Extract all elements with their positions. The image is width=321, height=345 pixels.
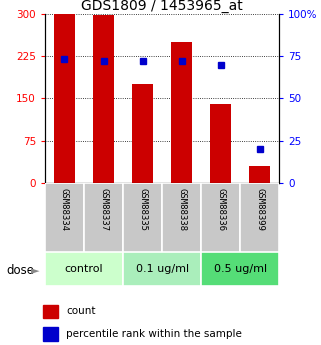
Bar: [45, 252, 123, 286]
Bar: [84, 183, 123, 252]
Bar: [171, 42, 192, 183]
Bar: [201, 183, 240, 252]
Text: dose: dose: [6, 264, 34, 277]
Text: control: control: [65, 264, 103, 274]
Bar: [43, 327, 57, 341]
Bar: [54, 14, 75, 183]
Bar: [93, 16, 114, 183]
Text: GSM88335: GSM88335: [138, 188, 147, 231]
Text: GSM88336: GSM88336: [216, 188, 225, 231]
Text: GSM88338: GSM88338: [177, 188, 186, 231]
Text: percentile rank within the sample: percentile rank within the sample: [66, 329, 242, 339]
Bar: [162, 183, 201, 252]
Bar: [123, 183, 162, 252]
Text: GSM88399: GSM88399: [255, 188, 264, 231]
Bar: [249, 166, 271, 183]
Bar: [45, 183, 84, 252]
Bar: [123, 252, 201, 286]
Bar: [132, 84, 153, 183]
Bar: [43, 305, 57, 318]
Text: ►: ►: [30, 266, 39, 276]
Bar: [240, 183, 279, 252]
Text: 0.1 ug/ml: 0.1 ug/ml: [135, 264, 189, 274]
Text: count: count: [66, 306, 96, 316]
Title: GDS1809 / 1453965_at: GDS1809 / 1453965_at: [81, 0, 243, 13]
Bar: [210, 104, 231, 183]
Bar: [201, 252, 279, 286]
Text: 0.5 ug/ml: 0.5 ug/ml: [214, 264, 267, 274]
Text: GSM88337: GSM88337: [99, 188, 108, 231]
Text: GSM88334: GSM88334: [60, 188, 69, 231]
